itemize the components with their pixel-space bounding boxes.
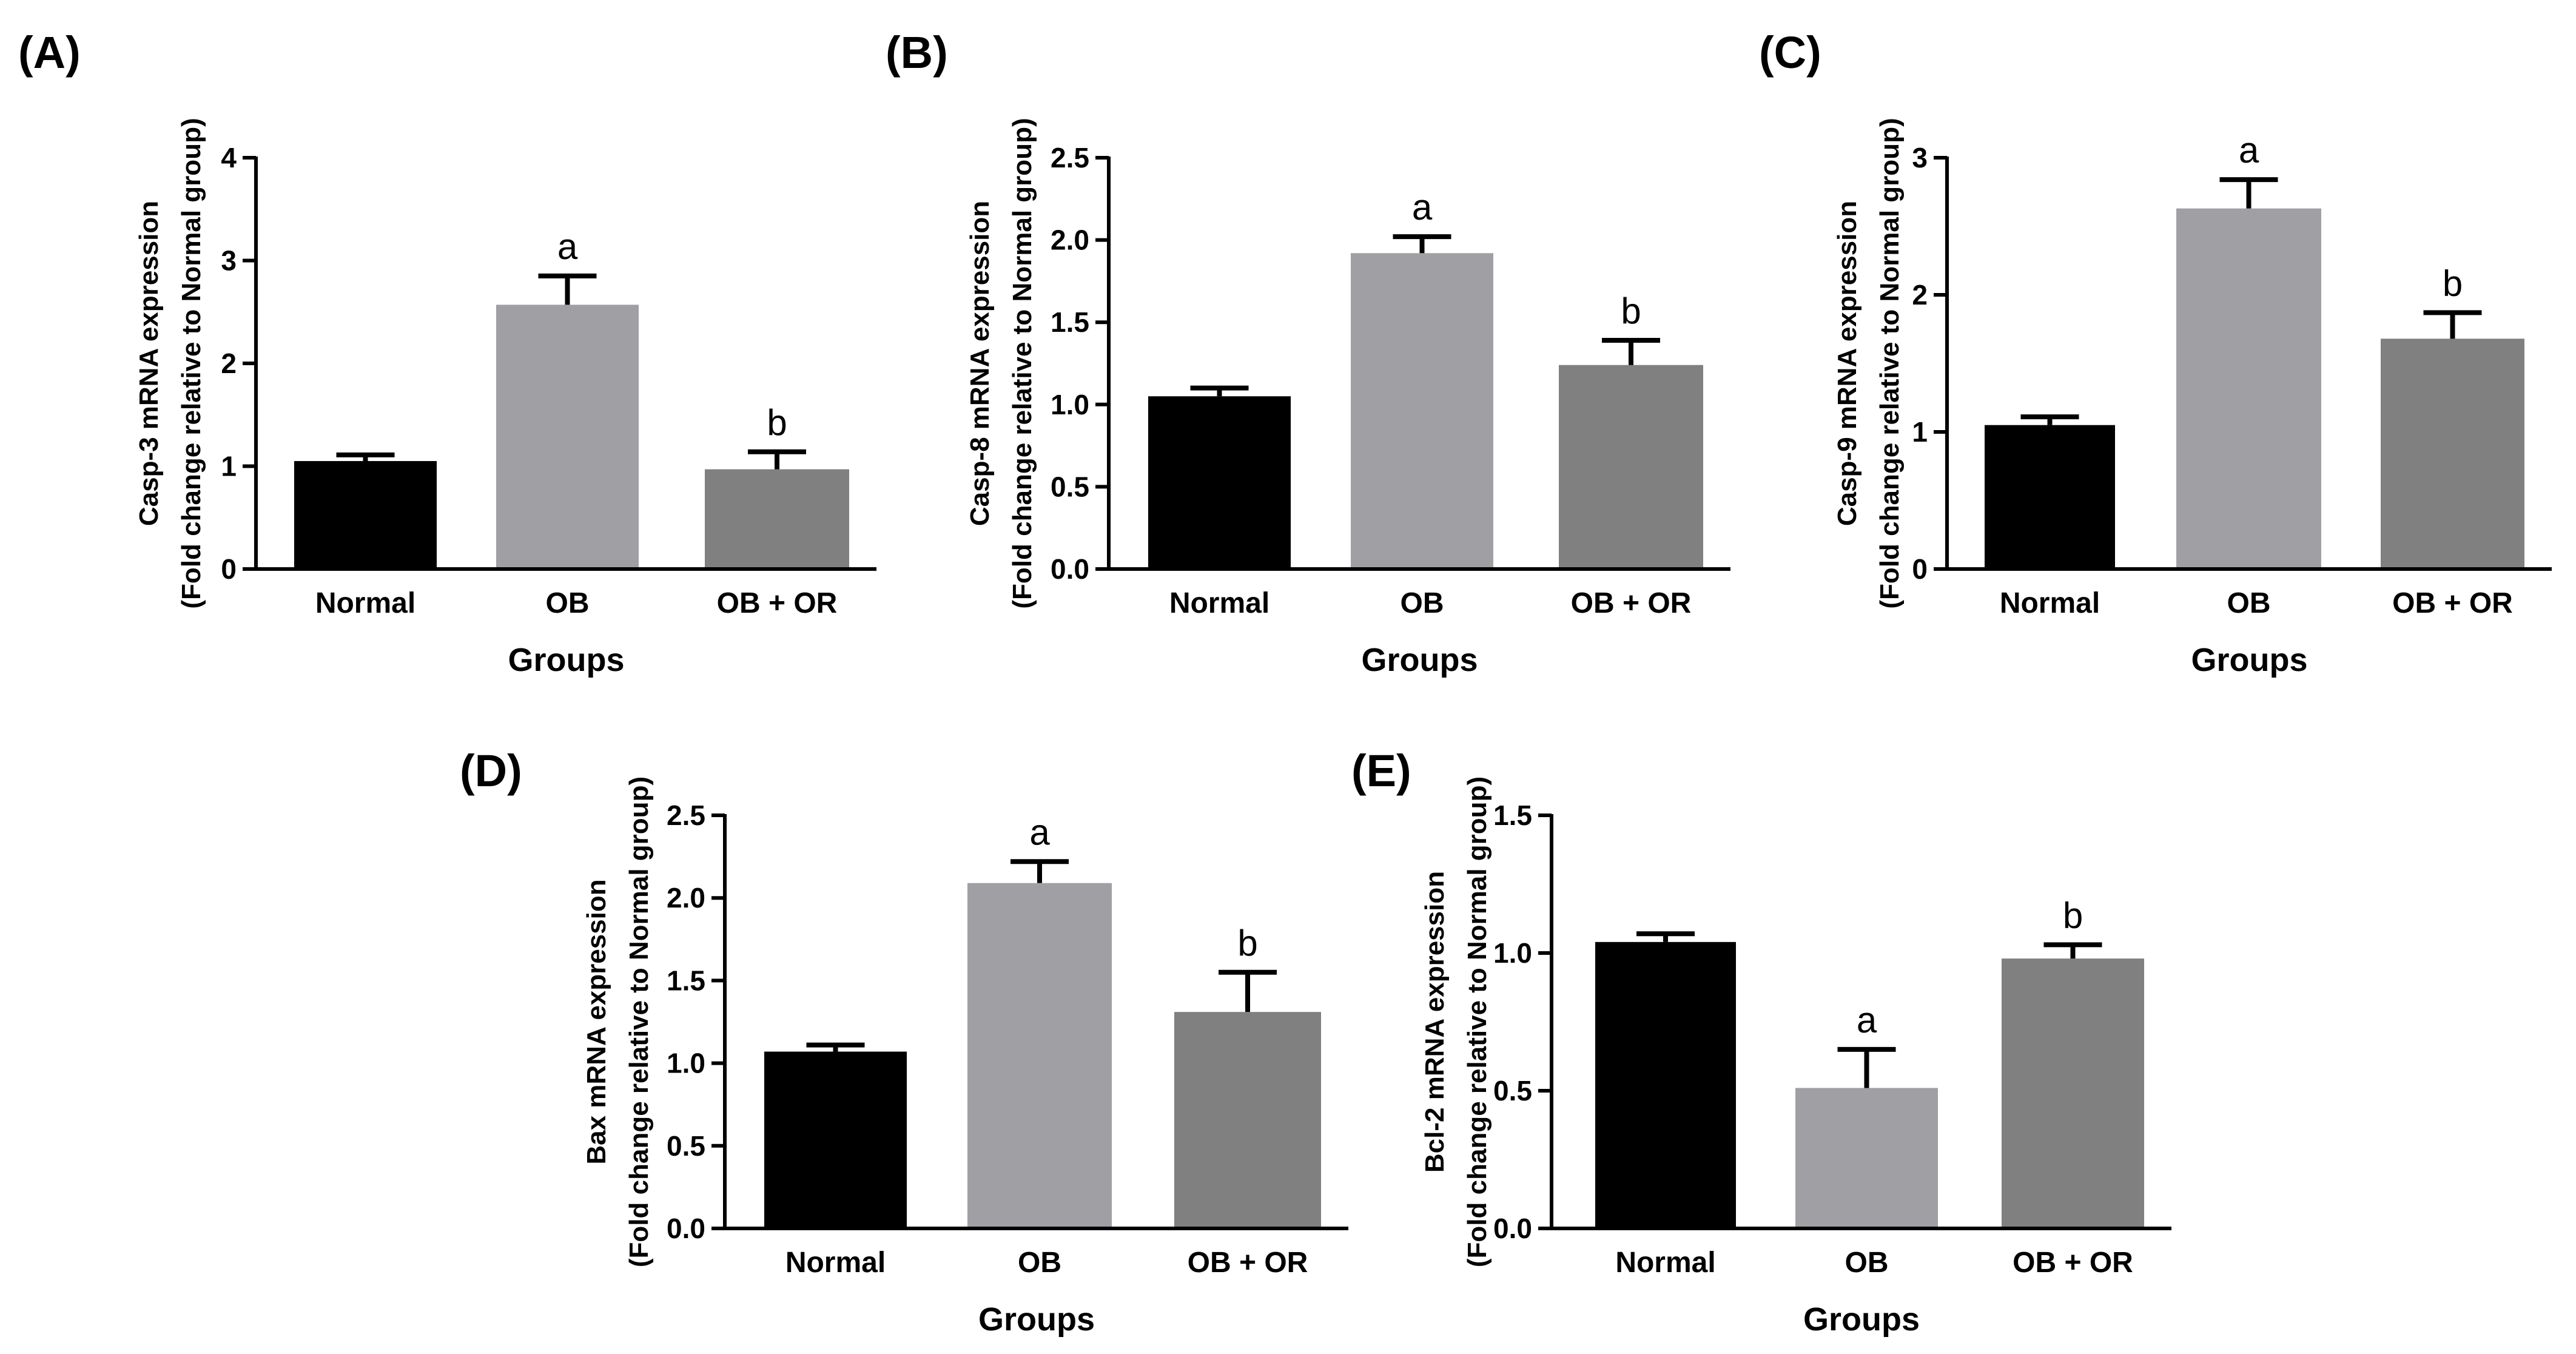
- y-tick-label: 1.0: [1493, 937, 1532, 969]
- y-tick-label: 1.5: [1493, 800, 1532, 831]
- y-axis-title-line2: (Fold change relative to Normal group): [1462, 776, 1492, 1267]
- significance-letter: b: [767, 402, 787, 443]
- x-tick-label: OB + OR: [2013, 1247, 2133, 1279]
- x-tick-label: Normal: [1169, 587, 1270, 619]
- y-tick-label: 2.0: [1051, 224, 1089, 256]
- y-tick-label: 1: [1912, 416, 1928, 448]
- x-axis-title: Groups: [2191, 642, 2307, 678]
- y-tick-label: 1: [221, 451, 237, 482]
- bar: [967, 883, 1112, 1228]
- chart-panel: (C) Casp-9 mRNA expression (Fold change re…: [1759, 27, 2552, 678]
- y-axis-title-line2: (Fold change relative to Normal group): [1007, 118, 1037, 608]
- panel-label: (A): [18, 27, 81, 78]
- x-tick-label: OB + OR: [717, 587, 838, 619]
- y-axis-title-line2: (Fold change relative to Normal group): [624, 776, 654, 1267]
- y-axis-title-line2: (Fold change relative to Normal group): [1875, 118, 1905, 608]
- bar: [1985, 425, 2115, 569]
- y-tick-label: 2.5: [667, 800, 705, 831]
- bar: [705, 469, 849, 569]
- bar: [1795, 1088, 1938, 1228]
- y-tick-label: 1.5: [667, 965, 705, 996]
- y-tick-label: 0: [1912, 553, 1928, 585]
- chart-panel: (E) Bcl-2 mRNA expression (Fold change rel…: [1351, 746, 2171, 1338]
- y-tick-label: 1.0: [667, 1048, 705, 1079]
- y-tick-label: 1.5: [1051, 306, 1089, 338]
- bar: [764, 1051, 907, 1228]
- y-tick-label: 2: [1912, 279, 1928, 311]
- y-tick-label: 0: [221, 553, 237, 585]
- bar: [1559, 365, 1703, 569]
- bar: [294, 461, 437, 569]
- y-tick-label: 0.0: [1493, 1213, 1532, 1244]
- y-tick-label: 2.5: [1051, 142, 1089, 173]
- x-tick-label: OB: [1018, 1247, 1061, 1279]
- x-tick-label: Normal: [1615, 1247, 1715, 1279]
- chart-panel: (D) Bax mRNA expression (Fold change relat…: [460, 746, 1348, 1338]
- x-axis-title: Groups: [508, 642, 624, 678]
- panel-label: (B): [886, 27, 948, 78]
- panel-label: (C): [1759, 27, 1821, 78]
- significance-letter: b: [2443, 263, 2463, 303]
- significance-letter: a: [1412, 187, 1433, 227]
- y-axis-title-line1: Casp-9 mRNA expression: [1832, 201, 1862, 526]
- x-tick-label: OB: [2227, 587, 2271, 619]
- bar: [2176, 208, 2321, 569]
- x-tick-label: OB: [1845, 1247, 1889, 1279]
- y-tick-label: 4: [221, 142, 237, 173]
- panel-label: (E): [1351, 746, 1411, 796]
- y-tick-label: 0.5: [1051, 471, 1089, 502]
- y-tick-label: 2.0: [667, 882, 705, 914]
- bar: [1595, 941, 1736, 1228]
- x-tick-label: OB + OR: [1571, 587, 1692, 619]
- x-tick-label: OB + OR: [1188, 1247, 1308, 1279]
- y-axis-title-line1: Bax mRNA expression: [582, 879, 611, 1164]
- y-axis-title-line1: Casp-8 mRNA expression: [965, 201, 995, 526]
- y-tick-label: 0.5: [1493, 1075, 1532, 1106]
- bar: [496, 305, 639, 569]
- x-axis-title: Groups: [978, 1301, 1095, 1338]
- panel-label: (D): [460, 746, 522, 796]
- chart-panel: (B) Casp-8 mRNA expression (Fold change re…: [886, 27, 1730, 678]
- y-axis-title-line1: Bcl-2 mRNA expression: [1420, 871, 1450, 1173]
- bar: [1351, 253, 1493, 569]
- bar: [1174, 1012, 1321, 1228]
- y-tick-label: 3: [221, 245, 237, 277]
- y-tick-label: 1.0: [1051, 389, 1089, 420]
- x-tick-label: OB: [1401, 587, 1444, 619]
- significance-letter: b: [2063, 895, 2083, 935]
- x-tick-label: OB: [546, 587, 590, 619]
- significance-letter: a: [1029, 812, 1050, 852]
- y-tick-label: 0.5: [667, 1130, 705, 1162]
- significance-letter: a: [557, 226, 578, 267]
- significance-letter: a: [1857, 1000, 1877, 1040]
- x-tick-label: OB + OR: [2392, 587, 2513, 619]
- bar: [1148, 396, 1291, 569]
- x-axis-title: Groups: [1361, 642, 1478, 678]
- x-tick-label: Normal: [2000, 587, 2100, 619]
- bar: [2381, 338, 2524, 569]
- x-axis-title: Groups: [1803, 1301, 1920, 1338]
- bar: [2002, 958, 2144, 1228]
- x-tick-label: Normal: [785, 1247, 886, 1279]
- y-tick-label: 3: [1912, 142, 1928, 173]
- y-tick-label: 2: [221, 348, 237, 379]
- chart-panel: (A) Casp-3 mRNA expression (Fold change re…: [18, 27, 876, 678]
- significance-letter: b: [1237, 923, 1257, 963]
- x-tick-label: Normal: [315, 587, 415, 619]
- significance-letter: a: [2239, 130, 2259, 170]
- y-tick-label: 0.0: [667, 1213, 705, 1244]
- y-axis-title-line2: (Fold change relative to Normal group): [177, 118, 206, 608]
- y-axis-title-line1: Casp-3 mRNA expression: [134, 201, 164, 526]
- y-tick-label: 0.0: [1051, 553, 1089, 585]
- significance-letter: b: [1621, 291, 1641, 331]
